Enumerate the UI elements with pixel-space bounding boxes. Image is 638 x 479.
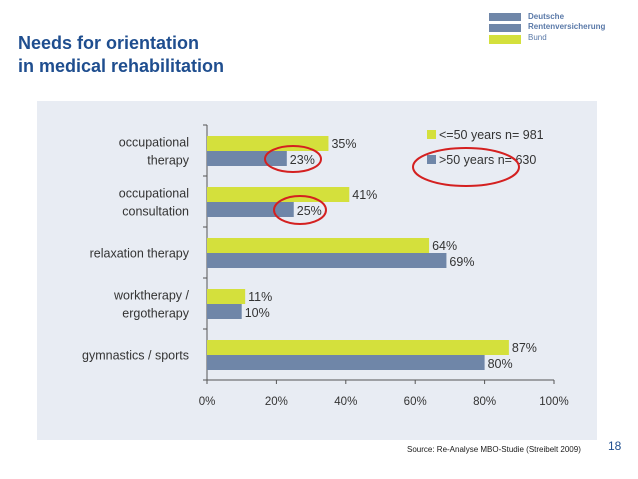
data-label-young: 87% <box>512 341 537 355</box>
bar-old <box>207 304 242 319</box>
x-tick-label: 0% <box>199 396 216 408</box>
bar-young <box>207 289 246 304</box>
logo-line-3: Bund <box>528 33 547 42</box>
category-label: relaxation therapy <box>90 247 190 261</box>
category-label: occupational <box>119 187 189 201</box>
logo-text: Deutsche Rentenversicherung Bund <box>528 12 605 43</box>
category-label: worktherapy / <box>113 289 190 303</box>
title-line-2: in medical rehabilitation <box>18 56 225 76</box>
legend-label-young: <=50 years n= 981 <box>439 128 544 142</box>
title-line-1: Needs for orientation <box>18 33 200 53</box>
data-label-old: 25% <box>297 204 322 218</box>
x-tick-label: 40% <box>334 396 357 408</box>
category-label: gymnastics / sports <box>82 349 189 363</box>
source-note: Source: Re-Analyse MBO-Studie (Streibelt… <box>407 445 581 454</box>
chart-panel <box>37 101 597 440</box>
data-label-young: 64% <box>432 239 457 253</box>
bar-young <box>207 340 509 355</box>
x-tick-label: 100% <box>539 396 568 408</box>
data-label-young: 35% <box>331 137 356 151</box>
bar-old <box>207 253 447 268</box>
logo <box>489 13 521 44</box>
bar-young <box>207 187 350 202</box>
bar-young <box>207 136 329 151</box>
logo-line-2: Rentenversicherung <box>528 21 606 31</box>
data-label-old: 69% <box>449 255 474 269</box>
logo-line-1: Deutsche <box>528 12 565 21</box>
data-label-old: 23% <box>290 153 315 167</box>
highlight-circle-legend <box>412 147 520 187</box>
legend-swatch-young <box>427 130 436 139</box>
data-label-old: 10% <box>245 306 270 320</box>
x-tick-label: 80% <box>473 396 496 408</box>
data-label-young: 11% <box>248 290 272 304</box>
bar-old <box>207 202 294 217</box>
highlight-circle-25 <box>273 195 327 225</box>
slide-title: Needs for orientation in medical rehabil… <box>18 32 224 78</box>
bar-old <box>207 355 485 370</box>
highlight-circle-23 <box>264 145 322 173</box>
logo-yellow-bar <box>489 35 521 44</box>
page-number: 18 <box>608 439 622 453</box>
logo-blue-bar-1 <box>489 13 521 21</box>
x-tick-label: 20% <box>265 396 288 408</box>
category-label: therapy <box>147 154 189 168</box>
bar-old <box>207 151 287 166</box>
logo-blue-bar-2 <box>489 24 521 32</box>
legend-swatch-old <box>427 155 436 164</box>
data-label-young: 41% <box>352 188 377 202</box>
bar-young <box>207 238 430 253</box>
category-label: consultation <box>122 205 189 219</box>
x-tick-label: 60% <box>404 396 427 408</box>
data-label-old: 80% <box>488 357 513 371</box>
category-label: ergotherapy <box>122 307 189 321</box>
category-label: occupational <box>119 136 189 150</box>
legend-label-old: >50 years n= 630 <box>439 153 536 167</box>
